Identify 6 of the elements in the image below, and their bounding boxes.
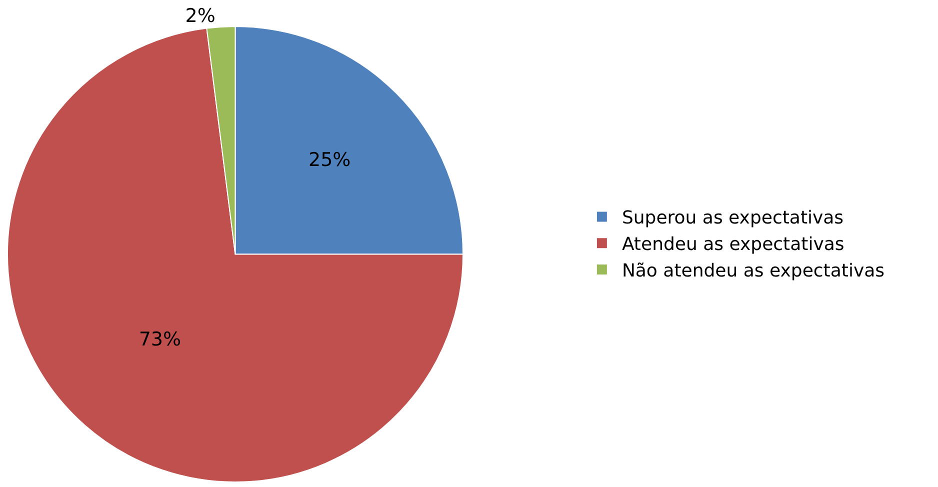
legend-label: Atendeu as expectativas — [622, 234, 844, 256]
data-label: 2% — [185, 4, 216, 27]
data-label: 25% — [308, 148, 351, 171]
legend-label: Não atendeu as expectativas — [622, 260, 885, 282]
legend-label: Superou as expectativas — [622, 208, 844, 229]
data-label: 73% — [138, 328, 182, 351]
